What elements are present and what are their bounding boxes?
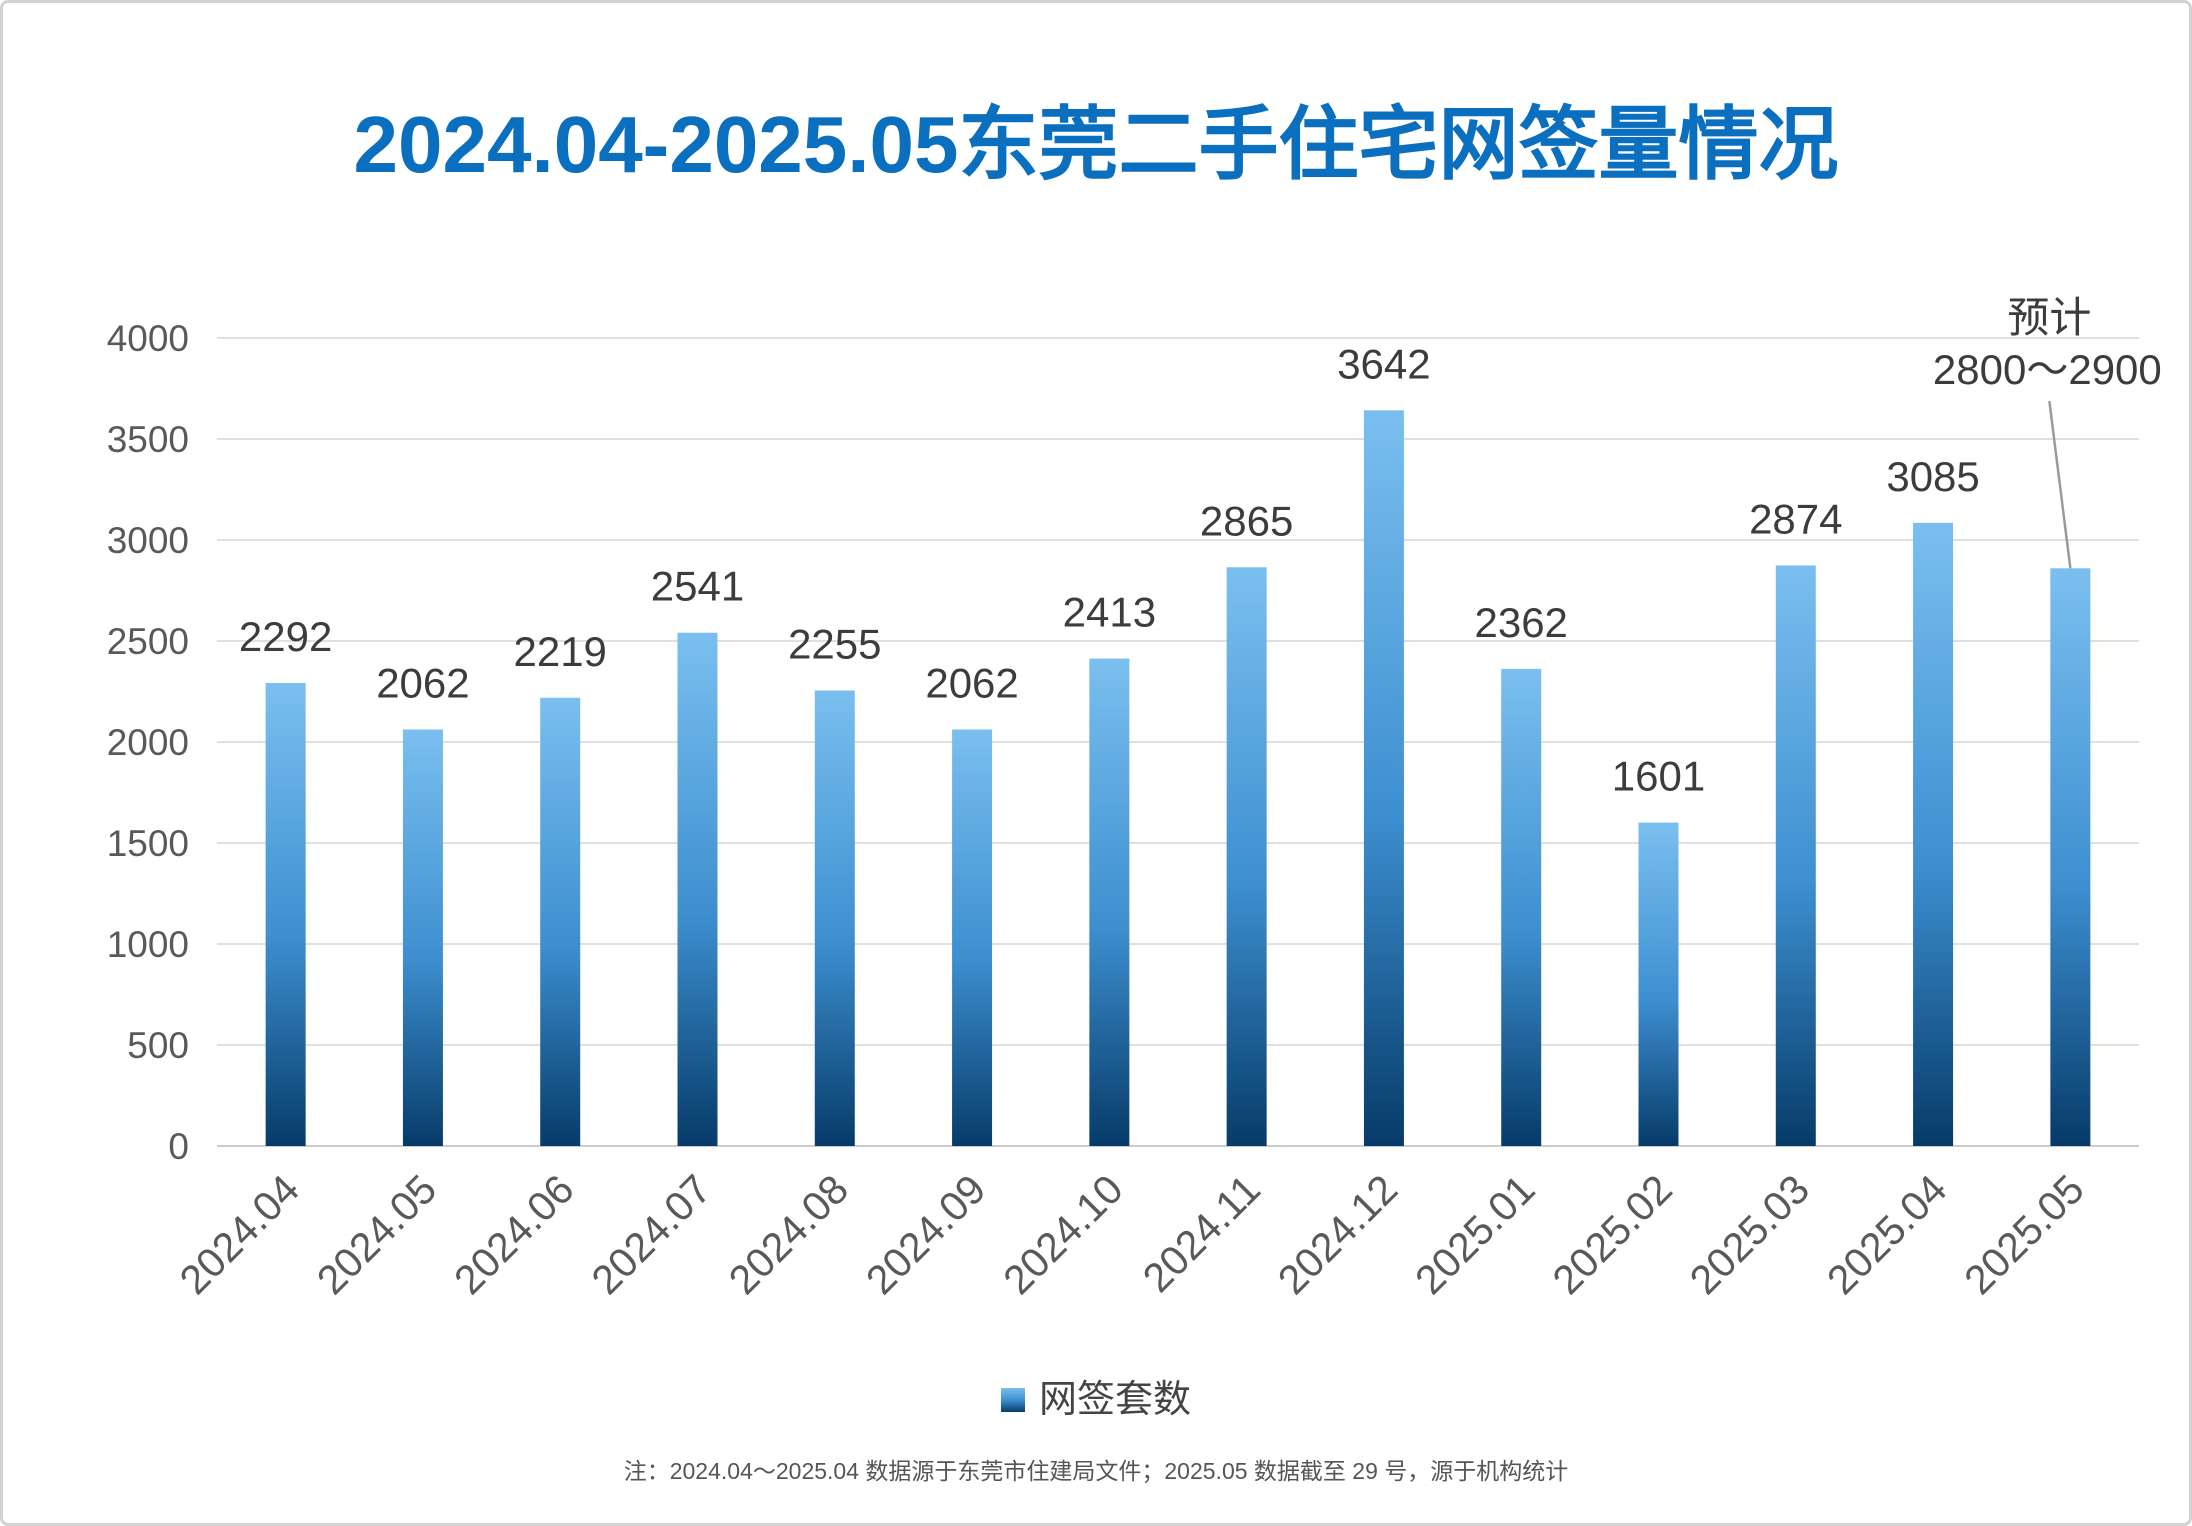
bar-2025-05 — [2050, 568, 2091, 1146]
bar-2024-12 — [1363, 410, 1404, 1146]
data-label: 3085 — [1886, 453, 1979, 500]
data-label: 2865 — [1200, 497, 1293, 544]
y-tick-label: 4000 — [107, 318, 189, 359]
y-axis: 0 500 1000 1500 2000 2500 3000 3500 4000 — [107, 318, 189, 1167]
data-label: 2062 — [925, 659, 1018, 706]
y-tick-label: 1000 — [107, 924, 189, 965]
data-label: 2362 — [1474, 599, 1567, 646]
legend-swatch — [1000, 1388, 1025, 1412]
y-tick-label: 2500 — [107, 621, 189, 662]
x-tick-label: 2024.12 — [1269, 1166, 1406, 1303]
y-tick-label: 2000 — [107, 722, 189, 763]
x-tick-label: 2024.04 — [171, 1166, 308, 1303]
data-label: 2413 — [1063, 589, 1156, 636]
data-label: 1601 — [1612, 753, 1705, 800]
bar-2024-05 — [402, 729, 443, 1146]
x-tick-label: 2024.09 — [857, 1166, 994, 1303]
y-tick-label: 3500 — [107, 419, 189, 460]
data-label: 2219 — [513, 628, 606, 675]
annotation-range: 2800～2900 — [1933, 346, 2162, 393]
bar-2025-02 — [1638, 822, 1679, 1146]
annotation-leader-line — [2048, 400, 2072, 569]
y-tick-label: 500 — [127, 1025, 189, 1066]
bar-2024-06 — [540, 697, 581, 1146]
estimate-annotation: 预计 2800～2900 — [1933, 294, 2162, 569]
chart-title: 2024.04-2025.05东莞二手住宅网签量情况 — [353, 100, 1839, 189]
y-tick-label: 0 — [168, 1126, 189, 1167]
x-tick-label: 2025.01 — [1406, 1166, 1543, 1303]
y-tick-label: 1500 — [107, 823, 189, 864]
bar-2024-10 — [1089, 658, 1130, 1146]
bar-2025-01 — [1501, 668, 1542, 1146]
bar-2024-04 — [265, 683, 306, 1146]
bar-2024-07 — [677, 632, 718, 1146]
bar-series — [265, 410, 2091, 1146]
data-label: 2255 — [788, 620, 881, 667]
x-tick-label: 2024.08 — [720, 1166, 857, 1303]
legend: 网签套数 — [0, 1380, 2192, 1420]
legend-label: 网签套数 — [1038, 1379, 1191, 1421]
x-tick-label: 2025.02 — [1544, 1166, 1681, 1303]
data-label: 2062 — [376, 659, 469, 706]
data-label: 3642 — [1337, 340, 1430, 387]
data-label: 2874 — [1749, 495, 1842, 542]
data-labels: 2292 2062 2219 2541 2255 2062 2413 2865 3642 2362… — [239, 340, 1980, 799]
x-tick-label: 2024.05 — [308, 1166, 445, 1303]
gridlines — [217, 337, 2139, 1147]
data-label: 2292 — [239, 613, 332, 660]
y-tick-label: 3000 — [107, 520, 189, 561]
x-axis: 2024.04 2024.05 2024.06 2024.07 2024.08 2024.… — [171, 1166, 2093, 1303]
data-label: 2541 — [651, 563, 744, 610]
bar-2025-03 — [1775, 565, 1816, 1146]
footnote: 注：2024.04～2025.04 数据源于东莞市住建局文件；2025.05 数… — [623, 1458, 1569, 1484]
x-tick-label: 2024.06 — [445, 1166, 582, 1303]
bar-2024-11 — [1226, 567, 1267, 1146]
x-tick-label: 2024.10 — [994, 1166, 1131, 1303]
x-tick-label: 2025.05 — [1955, 1166, 2092, 1303]
annotation-label: 预计 — [2007, 294, 2091, 341]
x-tick-label: 2025.04 — [1818, 1166, 1955, 1303]
x-tick-label: 2025.03 — [1681, 1166, 1818, 1303]
bar-2024-08 — [814, 690, 855, 1146]
x-tick-label: 2024.07 — [583, 1166, 720, 1303]
bar-2024-09 — [952, 729, 993, 1146]
x-tick-label: 2024.11 — [1134, 1166, 1269, 1301]
bar-2025-04 — [1913, 522, 1954, 1146]
